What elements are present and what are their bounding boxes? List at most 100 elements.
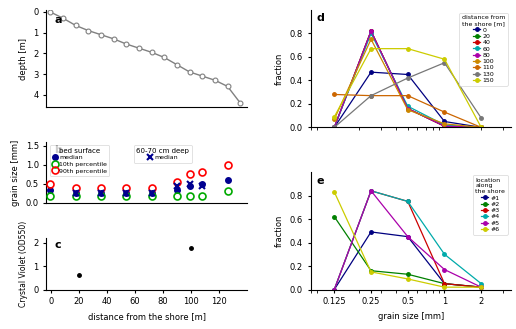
#5 (478, 285, 485, 289)
Line: #5: #5 (333, 189, 483, 291)
Y-axis label: fraction: fraction (275, 52, 284, 85)
#5 (368, 189, 374, 193)
#4 (478, 282, 485, 286)
#3 (331, 288, 337, 291)
Line: 130: 130 (333, 61, 483, 129)
80 (331, 125, 337, 129)
0 (478, 125, 485, 129)
#6 (368, 270, 374, 274)
#1 (368, 230, 374, 234)
100 (331, 117, 337, 121)
80 (441, 124, 447, 128)
#4 (368, 189, 374, 193)
130 (331, 125, 337, 129)
80 (478, 125, 485, 129)
100 (478, 125, 485, 129)
Y-axis label: grain size [mm]: grain size [mm] (11, 139, 20, 206)
Line: 110: 110 (333, 93, 483, 129)
#2 (478, 285, 485, 289)
#4 (441, 252, 447, 256)
Line: 60: 60 (333, 32, 483, 129)
Line: 40: 40 (333, 29, 483, 129)
80 (368, 29, 374, 33)
60 (368, 31, 374, 35)
20 (368, 29, 374, 33)
0 (405, 72, 411, 76)
130 (368, 94, 374, 98)
80 (405, 107, 411, 111)
#1 (478, 285, 485, 289)
#1 (441, 282, 447, 286)
#3 (405, 199, 411, 203)
20 (405, 107, 411, 111)
Text: a: a (55, 15, 62, 25)
150 (441, 57, 447, 61)
Text: c: c (55, 240, 61, 250)
40 (478, 125, 485, 129)
100 (405, 108, 411, 112)
#5 (441, 267, 447, 271)
#6 (478, 285, 485, 289)
#2 (405, 272, 411, 276)
130 (405, 76, 411, 80)
110 (331, 92, 337, 96)
0 (368, 70, 374, 74)
20 (331, 125, 337, 129)
Line: 150: 150 (333, 47, 483, 129)
Line: 0: 0 (333, 70, 483, 129)
110 (405, 94, 411, 98)
110 (441, 110, 447, 114)
#5 (405, 235, 411, 239)
110 (478, 125, 485, 129)
Line: #1: #1 (333, 230, 483, 291)
40 (441, 124, 447, 128)
100 (368, 37, 374, 41)
#2 (368, 269, 374, 273)
Line: #3: #3 (333, 189, 483, 291)
20 (478, 125, 485, 129)
Legend: #1, #2, #3, #4, #5, #6: #1, #2, #3, #4, #5, #6 (473, 175, 508, 235)
#3 (441, 282, 447, 286)
130 (478, 116, 485, 120)
#5 (331, 288, 337, 291)
0 (441, 119, 447, 123)
Line: 20: 20 (333, 29, 483, 129)
Line: #4: #4 (333, 189, 483, 291)
#1 (331, 288, 337, 291)
#4 (405, 199, 411, 203)
#6 (331, 190, 337, 194)
150 (368, 47, 374, 51)
Y-axis label: Crystal Violet (OD550): Crystal Violet (OD550) (19, 220, 28, 307)
150 (478, 125, 485, 129)
#6 (405, 277, 411, 281)
Text: e: e (317, 176, 324, 186)
40 (368, 29, 374, 33)
40 (331, 125, 337, 129)
Y-axis label: depth [m]: depth [m] (19, 38, 28, 80)
60 (441, 123, 447, 127)
Text: b: b (55, 145, 62, 155)
20 (441, 124, 447, 128)
X-axis label: grain size [mm]: grain size [mm] (378, 312, 444, 321)
Line: 80: 80 (333, 29, 483, 129)
Text: d: d (317, 13, 325, 23)
#2 (331, 215, 337, 219)
Legend: median: median (134, 145, 191, 163)
40 (405, 107, 411, 111)
X-axis label: distance from the shore [m]: distance from the shore [m] (88, 312, 205, 321)
Y-axis label: fraction: fraction (275, 215, 284, 247)
150 (331, 115, 337, 119)
#3 (478, 285, 485, 289)
60 (331, 125, 337, 129)
110 (368, 94, 374, 98)
#2 (441, 282, 447, 286)
#3 (368, 189, 374, 193)
60 (405, 104, 411, 108)
Line: #6: #6 (333, 190, 483, 289)
0 (331, 125, 337, 129)
Legend: 0, 20, 40, 60, 80, 100, 110, 130, 150: 0, 20, 40, 60, 80, 100, 110, 130, 150 (459, 13, 508, 86)
#4 (331, 288, 337, 291)
#6 (441, 285, 447, 289)
150 (405, 47, 411, 51)
130 (441, 61, 447, 65)
